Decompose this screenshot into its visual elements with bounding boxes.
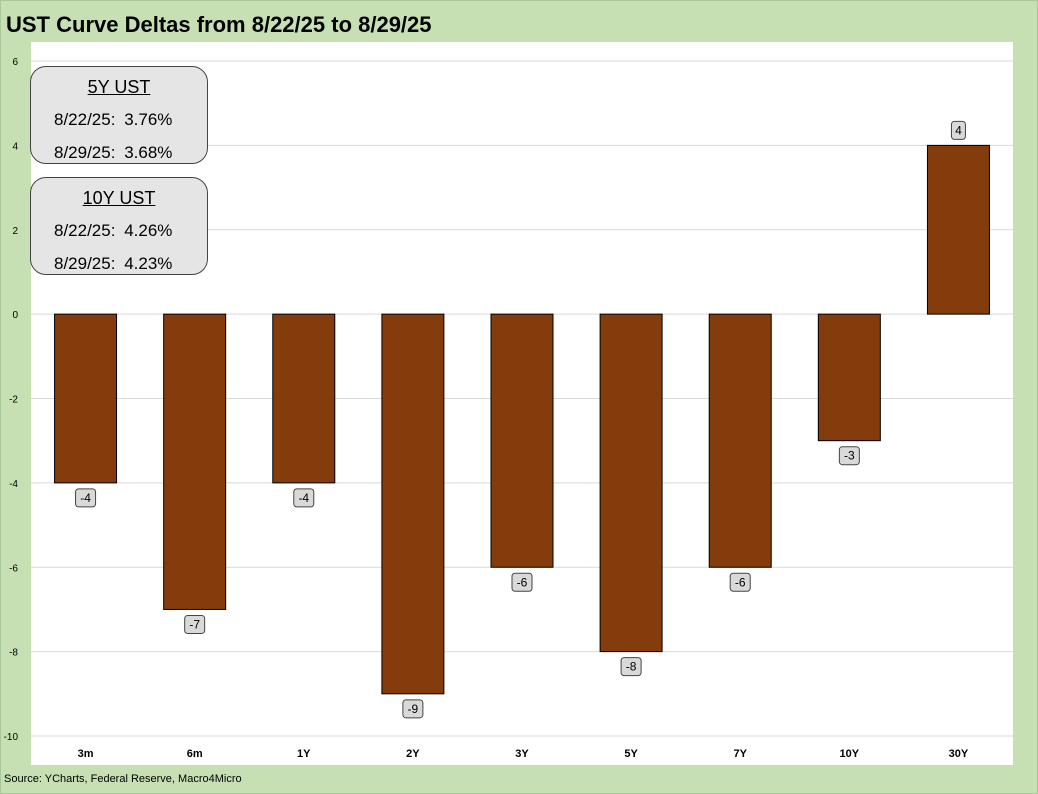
x-tick-label: 3Y (515, 748, 529, 760)
chart-title: UST Curve Deltas from 8/22/25 to 8/29/25 (6, 12, 432, 37)
data-label-text: -6 (517, 575, 528, 589)
bar-30Y (926, 144, 990, 315)
bar-5Y (599, 313, 663, 653)
data-label-box (184, 614, 206, 634)
data-label: -3 (838, 446, 860, 466)
bar-1Y (272, 313, 336, 484)
x-tick-label: 6m (187, 748, 203, 760)
data-label: -7 (184, 614, 206, 634)
y-tick-label: 0 (12, 310, 18, 321)
data-label: -6 (729, 572, 751, 592)
bar-2Y (381, 313, 445, 695)
bar-3m (54, 313, 118, 484)
info-box-10y: 10Y UST 8/22/25: 4.26% 8/29/25: 4.23% (30, 177, 208, 275)
data-label-text: -4 (298, 491, 309, 505)
info-box-row: 8/29/25: 4.23% (54, 253, 207, 275)
y-axis: 6 4 2 0 -2 -4 -6 -8 -10 (4, 57, 19, 743)
data-label-box (75, 488, 97, 508)
data-label-text: -7 (189, 617, 200, 631)
info-box-row: 8/22/25: 3.76% (54, 109, 207, 131)
info-box-5y: 5Y UST 8/22/25: 3.76% 8/29/25: 3.68% (30, 66, 208, 164)
y-tick-label: -4 (9, 479, 18, 490)
x-tick-label: 2Y (406, 748, 420, 760)
info-value: 4.23% (124, 254, 173, 273)
source-note: Source: YCharts, Federal Reserve, Macro4… (4, 773, 242, 785)
data-label: -4 (293, 488, 315, 508)
info-box-header: 10Y UST (82, 188, 156, 208)
data-label-box (950, 120, 966, 140)
info-date: 8/29/25: (54, 143, 116, 162)
data-label-box (729, 572, 751, 592)
bar-7Y (708, 313, 772, 568)
data-label-text: -9 (408, 702, 419, 716)
x-tick-label: 3m (78, 748, 94, 760)
y-tick-label: 2 (12, 226, 18, 237)
y-tick-label: -6 (9, 563, 18, 574)
x-tick-label: 30Y (949, 748, 969, 760)
bars (54, 144, 990, 695)
data-label-text: -6 (735, 575, 746, 589)
data-label-box (511, 572, 533, 592)
data-label-box (838, 446, 860, 466)
x-tick-label: 1Y (297, 748, 311, 760)
data-label: 4 (950, 120, 966, 140)
x-tick-label: 10Y (840, 748, 860, 760)
data-labels: -4 -7 -4 -9 -6 -8 -6 -3 4 (75, 120, 966, 719)
info-box-header: 5Y UST (87, 77, 151, 97)
data-label-text: -4 (80, 491, 91, 505)
data-label-box (402, 699, 424, 719)
x-tick-label: 5Y (624, 748, 638, 760)
info-box-row: 8/22/25: 4.26% (54, 220, 207, 242)
bar-3Y (490, 313, 554, 568)
data-label: -4 (75, 488, 97, 508)
y-tick-label: -10 (4, 732, 19, 743)
bar-6m (163, 313, 227, 610)
y-tick-label: 4 (12, 141, 18, 152)
data-label: -9 (402, 699, 424, 719)
y-tick-label: 6 (12, 57, 18, 68)
info-value: 3.68% (124, 143, 173, 162)
info-value: 4.26% (124, 221, 173, 240)
data-label-text: -3 (844, 449, 855, 463)
x-axis: 3m 6m 1Y 2Y 3Y 5Y 7Y 10Y 30Y (78, 748, 969, 760)
info-box-row: 8/29/25: 3.68% (54, 142, 207, 164)
data-label-box (293, 488, 315, 508)
data-label: -8 (620, 657, 642, 677)
info-date: 8/22/25: (54, 110, 116, 129)
info-date: 8/29/25: (54, 254, 116, 273)
data-label: -6 (511, 572, 533, 592)
y-tick-label: -8 (9, 648, 18, 659)
data-label-box (620, 657, 642, 677)
info-value: 3.76% (124, 110, 173, 129)
y-tick-label: -2 (9, 395, 18, 406)
info-date: 8/22/25: (54, 221, 116, 240)
bar-10Y (817, 313, 881, 442)
x-tick-label: 7Y (733, 748, 747, 760)
data-label-text: 4 (955, 123, 962, 137)
data-label-text: -8 (626, 660, 637, 674)
